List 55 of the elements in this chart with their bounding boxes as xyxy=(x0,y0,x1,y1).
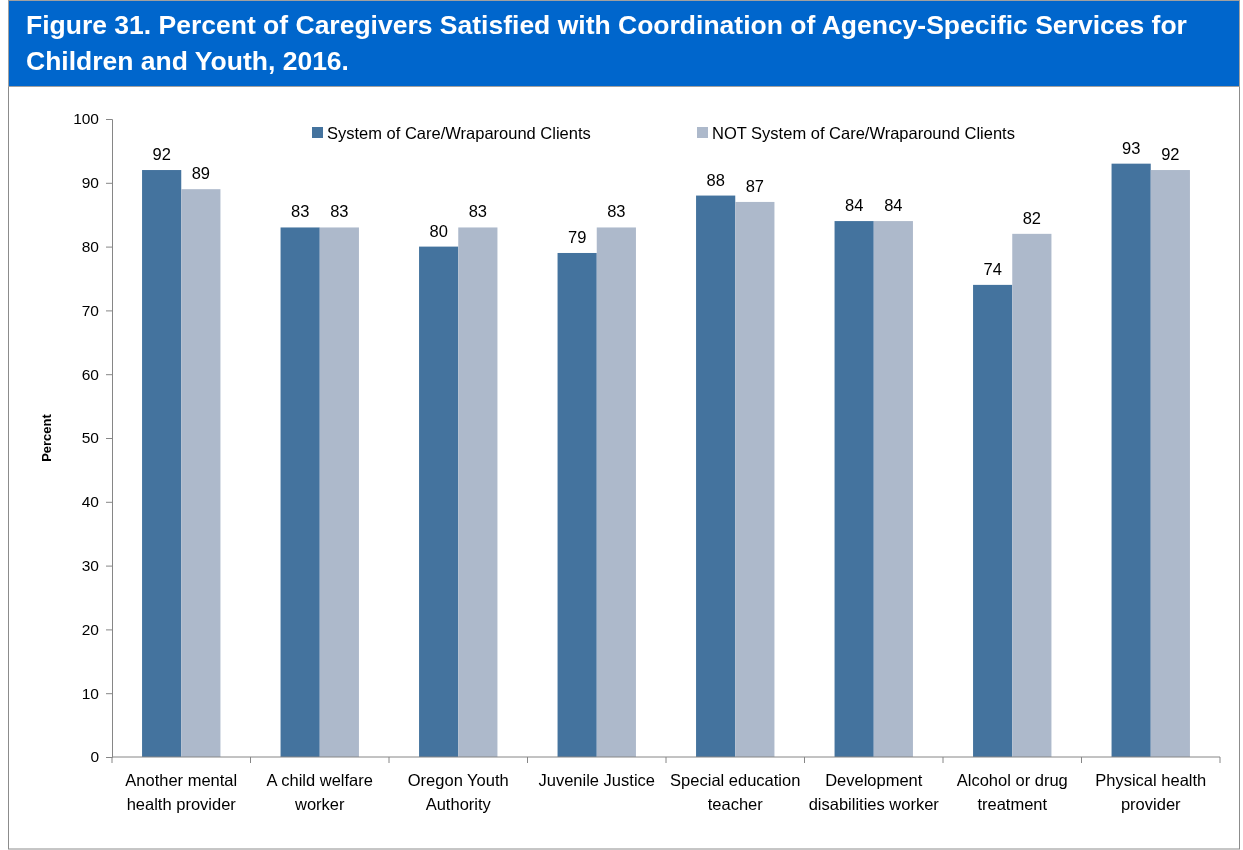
legend-label: System of Care/Wraparound Clients xyxy=(327,123,591,142)
bar xyxy=(735,201,775,757)
bar xyxy=(834,221,874,757)
y-tick-label: 80 xyxy=(81,238,100,256)
bar xyxy=(596,227,636,757)
x-tick-label: Juvenile Justice xyxy=(538,771,655,789)
data-label: 83 xyxy=(607,202,626,221)
y-axis-title: Percent xyxy=(39,413,54,462)
bar xyxy=(696,195,736,757)
bar xyxy=(458,227,498,757)
x-tick-label: A child welfare worker xyxy=(266,771,373,813)
x-tick-label: Special education teacher xyxy=(670,771,801,813)
data-label: 93 xyxy=(1121,138,1141,157)
bar xyxy=(181,189,221,757)
data-label: 74 xyxy=(983,259,1002,278)
bar xyxy=(419,246,459,757)
y-tick-label: 70 xyxy=(81,301,100,319)
data-label: 80 xyxy=(429,221,448,240)
data-label: 83 xyxy=(290,202,310,221)
y-tick-label: 20 xyxy=(81,620,100,638)
y-tick-label: 40 xyxy=(81,493,100,511)
bar xyxy=(280,227,320,757)
data-label: 83 xyxy=(330,202,349,221)
bar xyxy=(973,284,1013,757)
data-label: 88 xyxy=(706,170,725,189)
chart-title: Figure 31. Percent of Caregivers Satisfied with Coordination of Agency-Specific Services for Children and Youth, 2016. xyxy=(8,0,1240,87)
bar xyxy=(557,252,597,757)
data-label: 89 xyxy=(191,164,211,183)
bar xyxy=(1111,163,1151,757)
y-tick-label: 50 xyxy=(81,429,100,447)
data-label: 87 xyxy=(745,176,765,195)
bar xyxy=(1150,170,1190,757)
y-tick-label: 30 xyxy=(81,557,100,575)
data-label: 83 xyxy=(468,202,488,221)
data-label: 84 xyxy=(884,196,903,215)
x-tick-label: Oregon Youth Authority xyxy=(407,771,509,813)
data-label: 82 xyxy=(1022,208,1042,227)
data-label: 84 xyxy=(844,196,864,215)
bar xyxy=(873,221,913,757)
data-label: 79 xyxy=(567,227,587,246)
y-tick-label: 90 xyxy=(81,174,100,192)
x-tick-label: Development disabilities worker xyxy=(808,771,940,813)
x-tick-label: Physical health provider xyxy=(1095,771,1207,813)
data-label: 92 xyxy=(1161,145,1180,164)
data-label: 92 xyxy=(152,145,171,164)
bar xyxy=(1012,233,1052,757)
y-tick-label: 60 xyxy=(81,365,100,383)
y-tick-label: 10 xyxy=(81,684,100,702)
legend-label: NOT System of Care/Wraparound Clients xyxy=(712,123,1015,142)
y-tick-label: 100 xyxy=(73,110,100,128)
bar xyxy=(142,170,182,757)
bar xyxy=(319,227,359,757)
x-tick-label: Another mental health provider xyxy=(125,771,238,813)
x-tick-label: Alcohol or drug treatment xyxy=(956,771,1068,813)
y-tick-label: 0 xyxy=(90,748,100,766)
